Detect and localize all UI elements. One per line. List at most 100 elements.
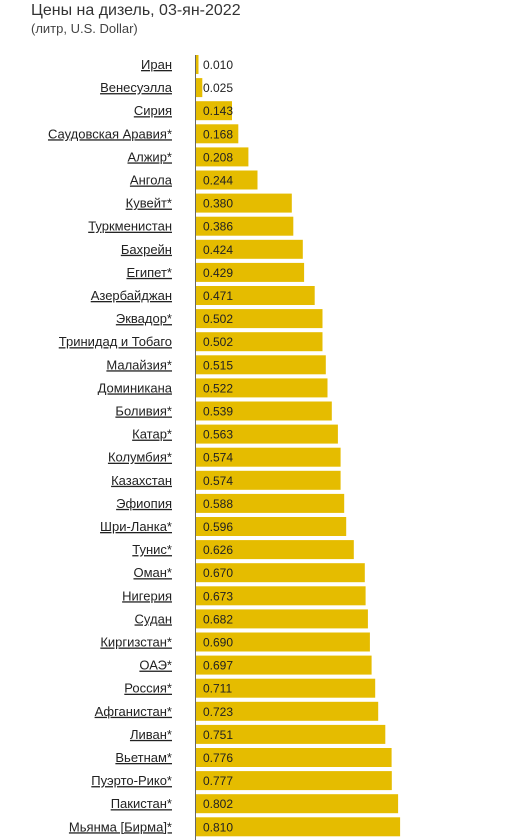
country-link[interactable]: Тринидад и Тобаго (59, 334, 172, 349)
country-link[interactable]: Катар* (132, 427, 172, 442)
value-label: 0.588 (203, 497, 233, 511)
country-link[interactable]: Тунис* (132, 542, 172, 557)
bar (196, 286, 315, 305)
value-label: 0.502 (203, 335, 233, 349)
bar (196, 216, 294, 236)
value-label: 0.539 (203, 405, 233, 419)
country-link[interactable]: Ливан* (130, 727, 172, 742)
bar (196, 817, 401, 837)
country-link[interactable]: Вьетнам* (115, 750, 172, 765)
country-link[interactable]: Боливия* (115, 404, 172, 419)
value-label: 0.682 (203, 612, 233, 626)
bar (196, 355, 326, 375)
bar (196, 794, 399, 814)
bar (196, 655, 372, 675)
country-link[interactable]: Эфиопия (116, 496, 172, 511)
bar (196, 55, 199, 74)
chart-title: Цены на дизель, 03-ян-2022 (31, 2, 241, 19)
value-label: 0.810 (203, 820, 233, 834)
bar (196, 517, 347, 536)
country-link[interactable]: Пуэрто-Рико* (91, 773, 172, 788)
value-label: 0.025 (203, 81, 233, 95)
value-label: 0.168 (203, 127, 233, 141)
value-label: 0.522 (203, 381, 233, 395)
value-label: 0.596 (203, 520, 233, 534)
bar (196, 540, 354, 560)
country-link[interactable]: Нигерия (122, 588, 172, 603)
value-label: 0.386 (203, 220, 233, 234)
bar (196, 378, 328, 398)
value-label: 0.626 (203, 543, 233, 557)
value-label: 0.424 (203, 243, 233, 257)
value-label: 0.380 (203, 197, 233, 211)
country-link[interactable]: Колумбия* (108, 450, 172, 465)
value-label: 0.670 (203, 566, 233, 580)
bar (196, 309, 323, 329)
value-label: 0.711 (203, 682, 232, 696)
chart-subtitle: (литр, U.S. Dollar) (31, 21, 138, 36)
value-label: 0.143 (203, 104, 233, 118)
country-link[interactable]: Пакистан* (111, 796, 172, 811)
bar (196, 493, 345, 513)
bar (196, 632, 370, 652)
country-link[interactable]: Шри-Ланка* (100, 519, 172, 534)
bars-group: Иран 0.010 Венесуэлла 0.025 Сирия 0.143 Саудов… (48, 55, 401, 837)
country-link[interactable]: Казахстан (111, 473, 172, 488)
country-link[interactable]: Азербайджан (91, 288, 172, 303)
bar (196, 78, 203, 98)
country-link[interactable]: Афганистан* (95, 704, 172, 719)
country-link[interactable]: Алжир* (127, 149, 172, 164)
country-link[interactable]: Египет* (126, 265, 172, 280)
value-label: 0.471 (203, 289, 233, 303)
country-link[interactable]: Венесуэлла (100, 80, 173, 95)
value-label: 0.690 (203, 636, 233, 650)
value-label: 0.208 (203, 150, 233, 164)
bar (196, 262, 305, 282)
country-link[interactable]: Доминикана (98, 380, 173, 395)
country-link[interactable]: Бахрейн (121, 242, 172, 257)
country-link[interactable]: Ангола (130, 173, 173, 188)
country-link[interactable]: Россия* (124, 681, 172, 696)
bar (196, 724, 386, 744)
bar (196, 701, 379, 721)
country-link[interactable]: Киргизстан* (100, 635, 172, 650)
bar (196, 170, 258, 190)
country-link[interactable]: Эквадор* (116, 311, 172, 326)
value-label: 0.802 (203, 797, 233, 811)
value-label: 0.723 (203, 705, 233, 719)
value-label: 0.502 (203, 312, 233, 326)
bar (196, 424, 338, 444)
country-link[interactable]: Саудовская Аравия* (48, 126, 172, 141)
country-link[interactable]: Малайзия* (106, 357, 172, 372)
bar (196, 124, 239, 144)
bar (196, 470, 341, 490)
value-label: 0.429 (203, 266, 233, 280)
value-label: 0.244 (203, 174, 233, 188)
value-label: 0.697 (203, 659, 233, 673)
value-label: 0.776 (203, 751, 233, 765)
value-label: 0.574 (203, 474, 233, 488)
bar (196, 748, 392, 767)
bar (196, 586, 366, 606)
country-link[interactable]: Иран (141, 57, 172, 72)
bar (196, 563, 365, 583)
value-label: 0.563 (203, 428, 233, 442)
country-link[interactable]: Кувейт* (126, 196, 172, 211)
country-link[interactable]: ОАЭ* (139, 658, 172, 673)
country-link[interactable]: Туркменистан (88, 219, 172, 234)
value-label: 0.574 (203, 451, 233, 465)
country-link[interactable]: Сирия (134, 103, 172, 118)
value-label: 0.673 (203, 589, 233, 603)
bar (196, 447, 341, 467)
country-link[interactable]: Судан (135, 611, 172, 626)
bar (196, 101, 232, 121)
bar (196, 609, 368, 629)
country-link[interactable]: Мьянма [Бирма]* (69, 819, 172, 834)
bar (196, 147, 249, 167)
value-label: 0.010 (203, 58, 233, 72)
bar (196, 332, 323, 352)
country-link[interactable]: Оман* (133, 565, 172, 580)
bar (196, 239, 303, 259)
value-label: 0.751 (203, 728, 233, 742)
